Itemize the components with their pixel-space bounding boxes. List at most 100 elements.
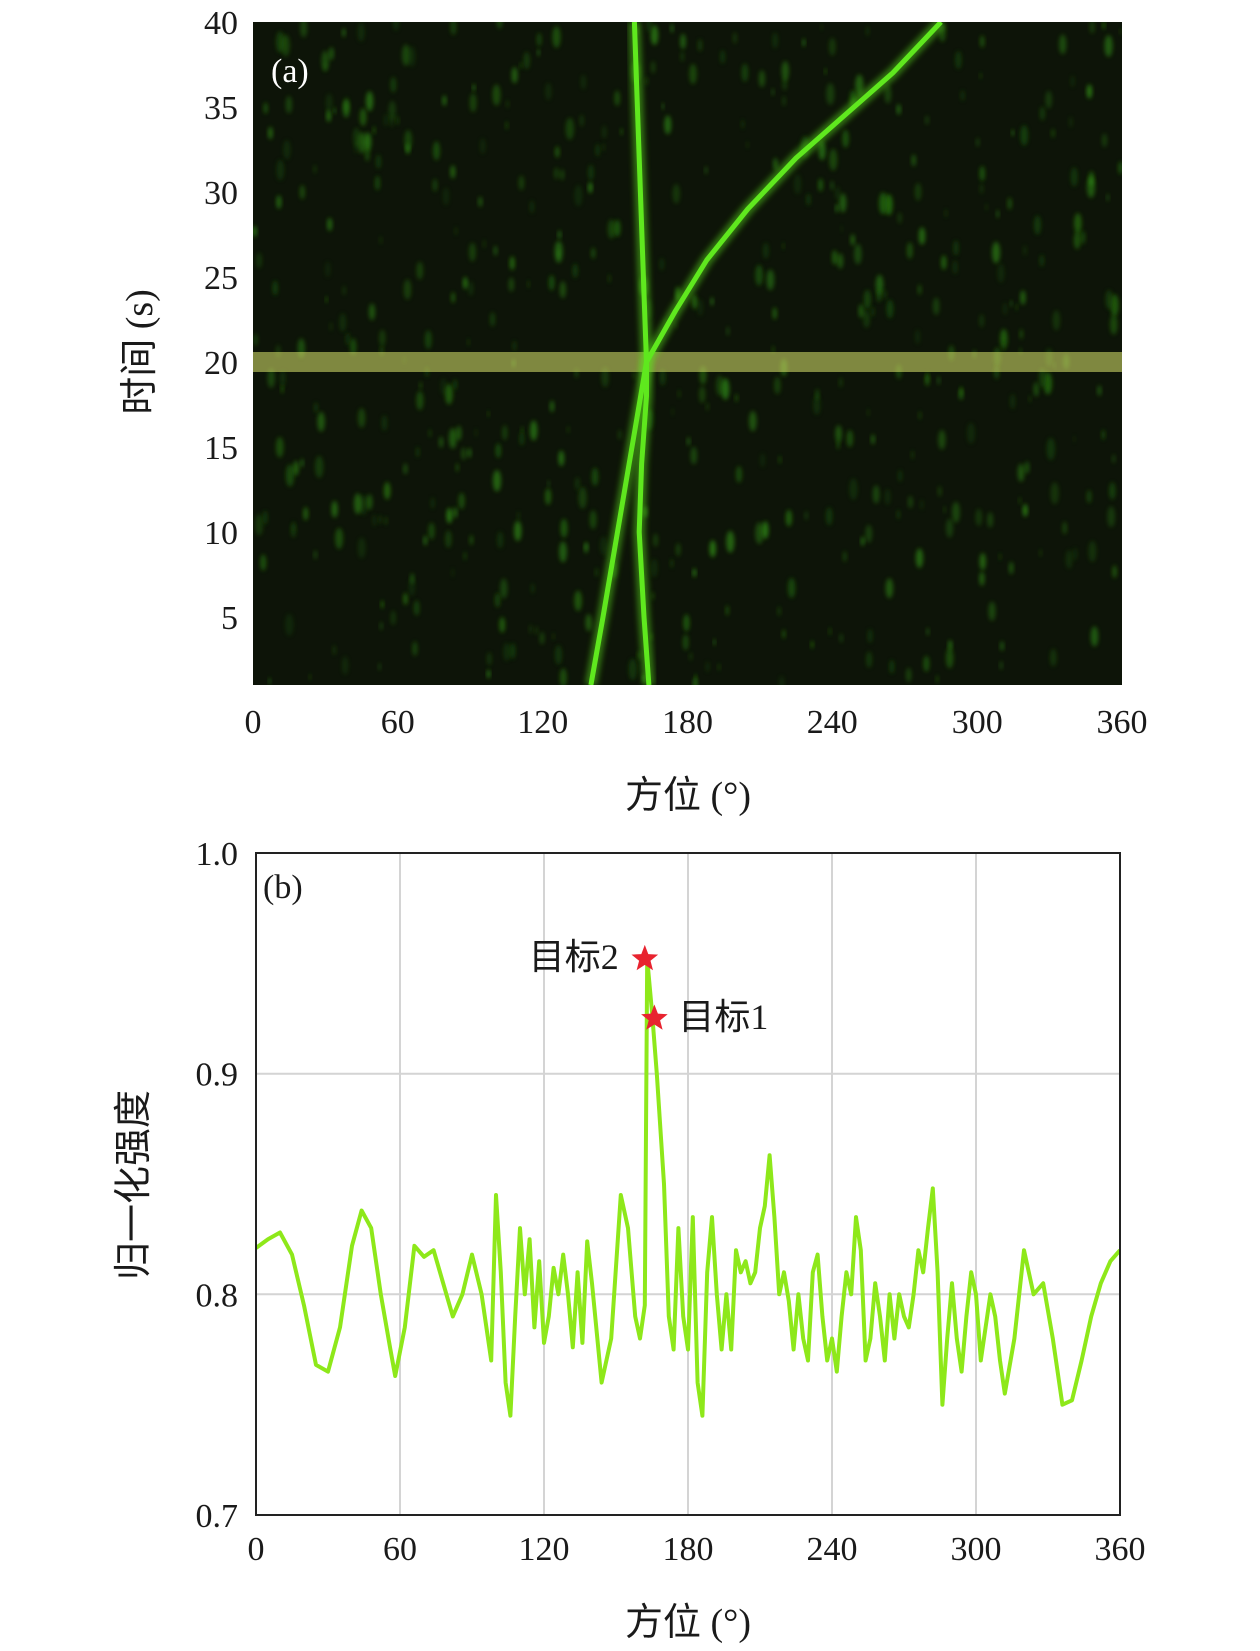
- noise-speckle: [315, 455, 324, 478]
- x-tick-label: 300: [952, 704, 1003, 741]
- noise-speckle: [885, 578, 894, 599]
- noise-speckle: [831, 250, 838, 265]
- noise-speckle: [897, 469, 903, 483]
- noise-speckle: [511, 67, 518, 84]
- noise-speckle: [772, 307, 777, 320]
- y-tick-label: 5: [221, 600, 238, 637]
- noise-speckle: [523, 51, 530, 70]
- noise-speckle: [1087, 176, 1095, 198]
- noise-speckle: [433, 141, 440, 161]
- noise-speckle: [321, 50, 330, 72]
- noise-speckle: [313, 164, 317, 174]
- noise-speckle: [545, 82, 552, 101]
- noise-speckle: [979, 183, 984, 194]
- noise-speckle: [554, 240, 563, 263]
- noise-speckle: [493, 245, 498, 256]
- noise-speckle: [866, 651, 873, 668]
- target-tracks: [584, 22, 946, 685]
- noise-speckle: [329, 321, 333, 332]
- noise-speckle: [445, 383, 453, 405]
- noise-speckle: [781, 61, 789, 81]
- noise-speckle: [960, 90, 965, 102]
- marker-label: 目标1: [678, 997, 768, 1037]
- noise-speckle: [948, 640, 953, 651]
- noise-speckle: [530, 583, 535, 594]
- noise-speckle: [917, 284, 922, 295]
- noise-speckle: [557, 230, 562, 240]
- noise-speckle: [734, 393, 739, 403]
- noise-speckle: [489, 312, 496, 327]
- noise-speckle: [979, 166, 985, 182]
- noise-speckle: [1074, 213, 1082, 234]
- marker-label: 目标2: [529, 937, 619, 977]
- noise-speckle: [946, 518, 954, 538]
- noise-speckle: [721, 378, 730, 400]
- noise-speckle: [275, 436, 284, 458]
- noise-speckle: [672, 184, 680, 204]
- noise-speckle: [850, 234, 855, 246]
- noise-speckle: [886, 299, 894, 319]
- noise-speckle: [454, 226, 458, 236]
- noise-speckle: [303, 506, 309, 521]
- noise-speckle: [628, 658, 637, 681]
- noise-speckle: [456, 425, 462, 441]
- y-tick-label: 35: [204, 90, 238, 127]
- noise-speckle: [574, 590, 582, 612]
- noise-speckle: [333, 107, 336, 114]
- noise-speckle: [329, 47, 334, 61]
- noise-speckle: [416, 391, 424, 411]
- noise-speckle: [364, 148, 370, 162]
- noise-speckle: [539, 631, 545, 645]
- noise-speckle: [508, 277, 514, 292]
- x-axis-label: 方位 (°): [625, 1602, 751, 1644]
- noise-speckle: [828, 627, 832, 636]
- noise-speckle: [1022, 504, 1028, 517]
- noise-speckle: [1107, 506, 1116, 528]
- noise-speckle: [395, 115, 400, 125]
- noise-speckle: [914, 329, 921, 345]
- noise-speckle: [854, 243, 862, 265]
- noise-speckle: [559, 541, 567, 563]
- noise-speckle: [492, 470, 502, 492]
- noise-speckle: [450, 22, 457, 36]
- noise-speckle: [1050, 648, 1057, 667]
- noise-speckle: [372, 126, 376, 135]
- noise-speckle: [479, 138, 486, 155]
- noise-speckle: [1017, 463, 1025, 482]
- noise-speckle: [1062, 521, 1068, 535]
- noise-speckle: [979, 35, 985, 48]
- noise-speckle: [313, 402, 319, 414]
- noise-speckle: [699, 386, 706, 404]
- noise-speckle: [390, 610, 396, 626]
- noise-speckle: [492, 84, 501, 106]
- noise-speckle: [746, 141, 749, 149]
- panel-label: (b): [263, 869, 303, 906]
- x-tick-label: 120: [517, 704, 568, 741]
- noise-speckle: [359, 495, 368, 515]
- noise-speckle: [999, 661, 1003, 670]
- noise-speckle: [680, 33, 686, 50]
- noise-speckle: [478, 196, 483, 208]
- noise-speckle: [828, 37, 836, 56]
- y-tick-label: 20: [204, 345, 238, 382]
- noise-speckle: [342, 27, 346, 38]
- noise-speckle: [1112, 565, 1117, 579]
- noise-speckle: [793, 174, 802, 195]
- noise-speckle: [1059, 34, 1067, 55]
- noise-speckle: [1002, 302, 1008, 316]
- noise-speckle: [548, 275, 555, 291]
- y-tick-label: 0.9: [196, 1057, 239, 1094]
- noise-speckle: [368, 303, 376, 321]
- noise-speckle: [423, 535, 428, 546]
- noise-speckle: [705, 661, 710, 673]
- noise-speckle: [502, 425, 508, 441]
- noise-speckle: [607, 273, 612, 284]
- noise-speckle: [326, 109, 332, 123]
- noise-speckle: [758, 70, 766, 88]
- noise-speckle: [837, 253, 844, 269]
- noise-speckle: [918, 227, 926, 245]
- x-tick-label: 360: [1095, 1531, 1146, 1568]
- series-line: [256, 956, 1120, 1418]
- noise-speckle: [574, 477, 580, 491]
- x-tick-label: 0: [245, 704, 262, 741]
